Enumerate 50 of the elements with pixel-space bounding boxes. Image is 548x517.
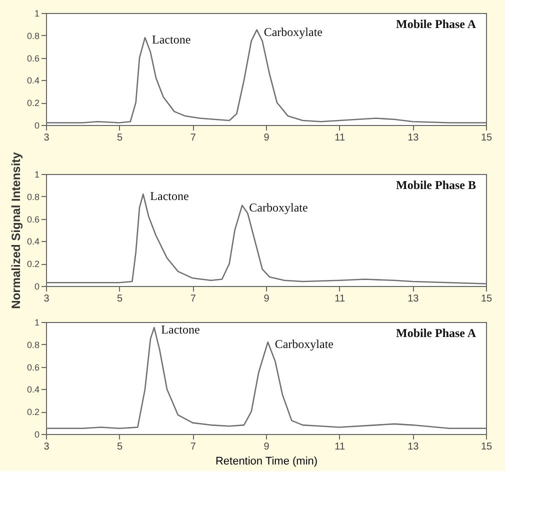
- x-tick-label: 11: [334, 132, 346, 144]
- annotation: Carboxylate: [274, 337, 334, 352]
- x-tick-label: 3: [44, 442, 50, 452]
- x-tick-label: 3: [44, 294, 50, 304]
- y-tick-label: 0: [34, 430, 40, 440]
- x-tick-label: 15: [480, 132, 492, 144]
- x-tick-label: 7: [190, 442, 196, 452]
- y-tick-label: 0.2: [26, 407, 40, 418]
- y-tick-label: 1: [34, 318, 40, 328]
- y-tick-label: 0.6: [26, 53, 40, 64]
- y-tick-label: 0.8: [26, 340, 40, 350]
- y-tick-label: 0.6: [26, 362, 40, 372]
- x-tick-label: 9: [264, 294, 270, 304]
- y-tick-label: 0.4: [26, 236, 40, 247]
- y-tick-label: 0: [34, 120, 40, 130]
- x-tick-label: 7: [190, 132, 196, 144]
- y-tick-label: 1: [34, 170, 40, 180]
- x-tick-label: 9: [264, 132, 270, 144]
- annotation: Mobile Phase B: [396, 178, 476, 192]
- x-tick-label: 15: [480, 294, 492, 304]
- annotation: Lactone: [152, 32, 191, 47]
- x-tick-label: 13: [408, 132, 420, 144]
- x-tick-label: 15: [480, 442, 492, 452]
- y-tick-label: 0.2: [26, 98, 40, 108]
- y-tick-label: 0.2: [26, 259, 40, 270]
- x-tick-label: 11: [334, 294, 346, 304]
- annotation: Carboxylate: [264, 24, 322, 39]
- y-tick-label: 0.6: [26, 214, 40, 224]
- x-tick-label: 13: [408, 294, 420, 304]
- x-tick-label: 13: [408, 442, 420, 452]
- y-tick-label: 0.8: [26, 30, 40, 41]
- x-tick-label: 11: [334, 442, 346, 452]
- y-tick-label: 0.4: [26, 76, 40, 86]
- y-tick-label: 0.4: [26, 384, 40, 395]
- y-axis-title: Normalized Signal Intensity: [8, 152, 23, 309]
- x-tick-label: 3: [44, 132, 50, 144]
- y-tick-label: 1: [34, 8, 40, 18]
- annotation: Mobile Phase A: [396, 17, 476, 31]
- annotation: Carboxylate: [249, 200, 308, 214]
- x-axis-title: Retention Time (min): [215, 456, 318, 468]
- x-tick-label: 5: [117, 442, 124, 452]
- x-tick-label: 9: [264, 442, 270, 452]
- x-tick-label: 5: [117, 132, 124, 144]
- annotation: Lactone: [161, 322, 200, 337]
- annotation: Lactone: [150, 189, 189, 204]
- y-tick-label: 0: [34, 282, 40, 292]
- x-tick-label: 7: [190, 294, 196, 304]
- annotation: Mobile Phase A: [396, 326, 476, 340]
- x-tick-label: 5: [117, 294, 124, 304]
- y-tick-label: 0.8: [26, 192, 40, 202]
